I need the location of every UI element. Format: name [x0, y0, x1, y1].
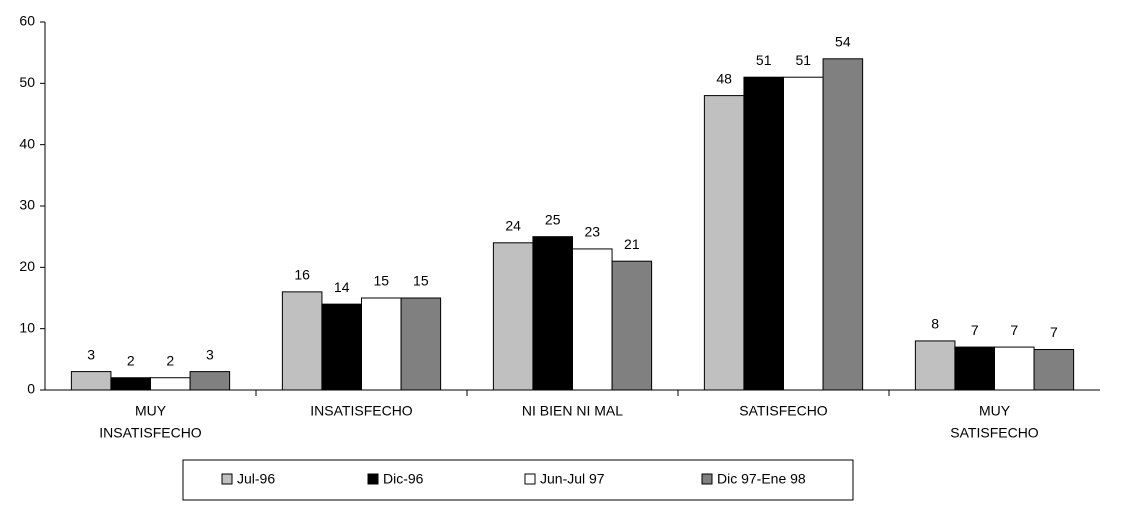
bar: [703, 95, 745, 391]
data-label: 7: [1050, 324, 1058, 340]
legend-swatch: [221, 473, 233, 485]
data-label: 7: [971, 322, 979, 338]
data-label: 8: [931, 316, 939, 332]
bar: [150, 377, 191, 391]
x-tick-label: MUY: [135, 403, 167, 419]
x-tick-label: NI BIEN NI MAL: [522, 403, 623, 419]
legend-swatch: [524, 473, 536, 485]
legend-swatch: [701, 473, 713, 485]
data-label: 3: [87, 346, 95, 362]
bar: [532, 236, 573, 391]
data-label: 15: [413, 273, 429, 289]
data-label: 7: [1010, 322, 1018, 338]
data-label: 2: [166, 352, 174, 368]
data-label: 2: [127, 352, 135, 368]
data-label: 16: [294, 267, 310, 283]
bar: [572, 248, 613, 391]
legend-box: [182, 459, 854, 501]
bar: [110, 377, 151, 391]
x-tick-label: MUY: [979, 403, 1011, 419]
bar: [492, 242, 534, 391]
data-label: 51: [756, 52, 772, 68]
data-label: 51: [795, 52, 811, 68]
y-tick-label: 50: [19, 74, 35, 90]
bar: [189, 371, 231, 391]
bar: [361, 297, 402, 391]
y-tick-label: 40: [19, 135, 35, 151]
bar: [954, 346, 995, 391]
data-label: 3: [206, 346, 214, 362]
legend-label: Dic-96: [383, 471, 424, 487]
y-tick-label: 0: [27, 381, 35, 397]
data-label: 21: [624, 236, 640, 252]
bar: [611, 260, 653, 391]
y-tick-label: 30: [19, 197, 35, 213]
data-label: 14: [334, 279, 350, 295]
x-tick-label: INSATISFECHO: [99, 425, 202, 441]
data-label: 48: [716, 70, 732, 86]
data-label: 24: [505, 218, 521, 234]
bar: [743, 76, 784, 391]
x-tick-label: INSATISFECHO: [310, 403, 413, 419]
bar: [321, 303, 362, 391]
data-label: 25: [545, 211, 561, 227]
legend-label: Jun-Jul 97: [540, 471, 605, 487]
data-label: 15: [373, 273, 389, 289]
y-tick-label: 20: [19, 258, 35, 274]
legend-label: Jul-96: [237, 471, 275, 487]
bar: [822, 58, 864, 391]
bar: [1033, 349, 1075, 391]
y-tick-label: 60: [19, 13, 35, 29]
bar: [400, 297, 442, 391]
legend-label: Dic 97-Ene 98: [717, 471, 806, 487]
data-label: 23: [584, 224, 600, 240]
x-tick-label: SATISFECHO: [739, 403, 828, 419]
x-tick-label: SATISFECHO: [950, 425, 1039, 441]
bar: [994, 346, 1035, 391]
data-label: 54: [835, 34, 851, 50]
bar: [914, 340, 956, 391]
y-tick-label: 10: [19, 319, 35, 335]
bar: [783, 76, 824, 391]
legend-swatch: [367, 473, 379, 485]
bar: [281, 291, 323, 391]
bar: [70, 371, 112, 391]
